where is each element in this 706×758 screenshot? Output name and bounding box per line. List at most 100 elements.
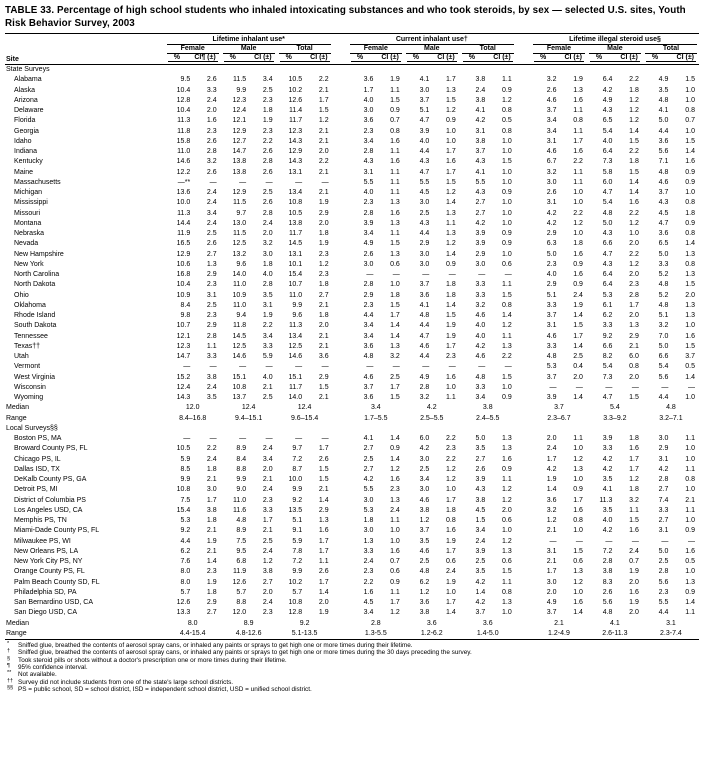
value-cell: 1.4	[390, 455, 400, 463]
value-cell: 1.9	[629, 599, 639, 607]
site-cell: Orange County PS, FL	[14, 568, 85, 576]
value-cell: 10.9	[232, 291, 247, 299]
sex-header-row: Female Male Total Female Male Total Female Male…	[5, 45, 699, 55]
value-cell: —	[321, 178, 329, 186]
value-cell: 5.0	[546, 250, 557, 258]
value-cell: 3.3	[475, 383, 486, 391]
value-cell: 2.2	[318, 158, 329, 166]
value-cell: 4.4	[658, 609, 669, 617]
value-cell: 2.1	[318, 168, 329, 176]
value-cell: 5.3	[363, 506, 374, 514]
value-cell: 1.7	[390, 383, 400, 391]
value-cell: 3.0	[363, 260, 374, 268]
summary-value-cell: 1.3-5.5	[347, 628, 404, 641]
value-cell: 2.0	[629, 373, 639, 381]
value-cell: 12.4	[232, 107, 247, 115]
value-cell: 2.3	[318, 250, 329, 258]
site-cell: Alaska	[14, 86, 36, 94]
value-cell: 8.2	[602, 353, 613, 361]
table-row: Montana 14.4 2.4 13.0 2.4 13.8 2.0 3.9 1.3 4.3 1.1…	[5, 219, 699, 229]
value-cell: 0.8	[629, 363, 639, 371]
value-cell: 10.5	[288, 209, 303, 217]
value-cell: 4.2	[546, 219, 557, 227]
sex-header: Male	[404, 45, 460, 55]
value-cell: 5.0	[658, 547, 669, 555]
value-cell: 9.1	[292, 527, 303, 535]
value-cell: 4.1	[419, 301, 430, 309]
value-cell: 1.0	[502, 383, 512, 391]
group-gap	[333, 567, 348, 577]
value-cell: 1.0	[685, 455, 695, 463]
value-cell: 3.7	[363, 383, 374, 391]
value-cell: 0.6	[390, 568, 400, 576]
group-gap	[333, 239, 348, 249]
value-cell: 1.1	[446, 219, 456, 227]
value-cell: 7.3	[602, 373, 613, 381]
value-cell: 2.9	[206, 271, 217, 279]
value-cell: —	[209, 178, 217, 186]
footnotes: * Sniffed glue, breathed the contents of …	[5, 641, 699, 693]
site-cell: Maine	[14, 168, 34, 176]
value-cell: 1.0	[685, 86, 695, 94]
value-cell: 12.6	[176, 599, 191, 607]
sex-header: Total	[460, 45, 516, 55]
value-cell: 1.7	[318, 445, 329, 453]
value-cell: 1.0	[502, 148, 512, 156]
group-gap	[333, 608, 348, 618]
value-cell: 3.9	[475, 476, 486, 484]
value-cell: 1.3	[685, 578, 695, 586]
value-cell: —	[448, 271, 456, 279]
summary-label: Range	[6, 414, 27, 422]
value-cell: —	[688, 537, 695, 545]
value-cell: 0.7	[629, 558, 639, 566]
value-cell: 3.8	[475, 76, 486, 84]
site-cell: Milwaukee PS, WI	[14, 537, 71, 545]
value-cell: 1.3	[573, 568, 583, 576]
value-cell: 12.3	[288, 127, 303, 135]
value-cell: 14.6	[176, 158, 191, 166]
site-cell: Palm Beach County SD, FL	[14, 578, 100, 586]
value-cell: 1.1	[390, 178, 400, 186]
value-cell: —	[209, 435, 217, 443]
site-cell: North Carolina	[14, 271, 60, 279]
value-cell: 1.3	[685, 301, 695, 309]
footnote-text: Not available.	[18, 671, 57, 679]
value-cell: 1.8	[446, 281, 456, 289]
table-row: North Dakota 10.4 2.3 11.0 2.8 10.7 1.8 2.8 1.0 3…	[5, 280, 699, 290]
value-cell: 5.1	[292, 517, 303, 525]
value-cell: 3.0	[363, 107, 374, 115]
value-cell: 4.8	[658, 301, 669, 309]
group-gap	[333, 291, 348, 301]
value-cell: 3.0	[419, 260, 430, 268]
value-cell: 1.3	[502, 445, 512, 453]
value-cell: 1.5	[318, 476, 329, 484]
value-cell: 0.9	[390, 107, 400, 115]
value-cell: 2.0	[206, 107, 217, 115]
value-cell: 2.9	[318, 373, 329, 381]
value-cell: 11.5	[233, 199, 247, 207]
footnote-text: Took steroid pills or shots without a do…	[18, 656, 287, 664]
value-cell: 12.4	[176, 383, 191, 391]
table-row: Massachusetts —** — — — — — 5.5 1.1 5.5 1.5 5.5 1.0 3…	[5, 178, 699, 188]
value-cell: 12.1	[232, 117, 247, 125]
site-cell: New York	[14, 260, 44, 268]
group-gap	[516, 537, 531, 547]
value-cell: 6.6	[602, 240, 613, 248]
value-cell: 9.9	[180, 476, 191, 484]
value-cell: 1.4	[685, 240, 695, 248]
value-cell: 2.1	[318, 342, 329, 350]
value-cell: 4.6	[546, 148, 557, 156]
summary-value-cell: 3.8	[482, 404, 493, 412]
value-cell: 2.3	[206, 312, 217, 320]
value-cell: 1.8	[206, 517, 217, 525]
value-cell: 1.2	[446, 107, 456, 115]
value-cell: —	[209, 363, 217, 371]
value-cell: 2.1	[262, 383, 273, 391]
value-cell: 12.3	[176, 342, 191, 350]
value-cell: 2.1	[206, 527, 217, 535]
value-cell: 14.6	[232, 353, 247, 361]
value-cell: 2.6	[475, 465, 486, 473]
value-cell: 1.6	[206, 117, 217, 125]
value-cell: 2.5	[262, 189, 273, 197]
table-row: Palm Beach County SD, FL 8.0 1.9 12.6 2.7 10.…	[5, 578, 699, 588]
